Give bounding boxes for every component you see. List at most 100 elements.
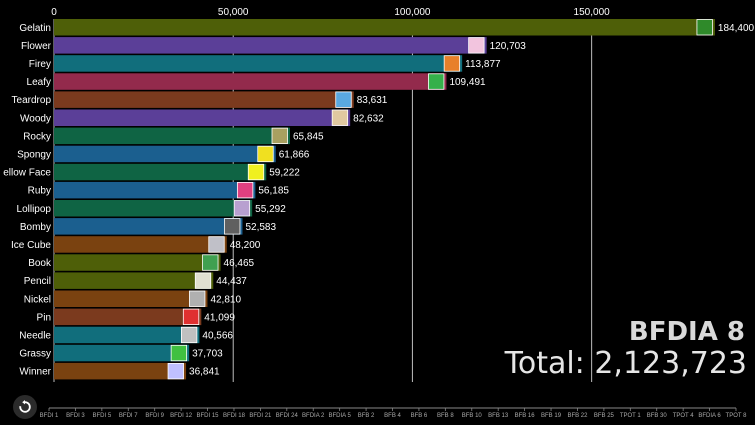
bar: [54, 37, 487, 54]
bar-row: Woody 82,632: [20, 109, 384, 126]
category-label: Firey: [29, 59, 51, 70]
timeline-label: BFDI 3: [66, 413, 85, 419]
category-label: Nickel: [24, 294, 51, 305]
timeline-label: BFB 2: [358, 413, 375, 419]
bar-row: Bomby 52,583: [20, 218, 276, 235]
bar: [54, 19, 715, 36]
bar-row: Nickel 42,810: [24, 290, 241, 307]
character-icon: [271, 127, 288, 145]
value-label: 120,703: [490, 41, 527, 52]
character-icon: [167, 362, 184, 380]
bar: [54, 236, 227, 253]
value-label: 59,222: [269, 168, 300, 179]
character-icon: [233, 200, 251, 217]
category-label: Winner: [19, 367, 51, 378]
value-label: 61,866: [279, 149, 310, 160]
bar: [54, 200, 253, 217]
value-label: 42,810: [210, 294, 241, 305]
bars: Gelatin 184,400 Flower 120,703 Firey 113,877 L…: [3, 19, 755, 380]
category-label: Rocky: [23, 131, 51, 142]
bar: [54, 145, 276, 163]
character-icon: [202, 254, 219, 271]
x-tick-label: 0: [51, 7, 57, 18]
x-tick-label: 100,000: [394, 7, 431, 18]
timeline-label: BFDI 18: [223, 413, 246, 419]
timeline-label: TPOT 8: [726, 413, 748, 419]
bar: [54, 308, 202, 326]
timeline-label: BFB 6: [411, 413, 428, 419]
category-label: Spongy: [17, 149, 51, 160]
category-label: Flower: [21, 41, 52, 52]
bar-row: Needle 40,566: [19, 326, 233, 344]
bar: [54, 362, 187, 380]
timeline-label: BFDI 21: [249, 413, 272, 419]
timeline-label: BFDIA 2: [302, 413, 325, 419]
character-icon: [468, 37, 485, 54]
value-label: 55,292: [255, 204, 286, 215]
bar-row: Flower 120,703: [21, 37, 526, 54]
bar-row: Pin 41,099: [37, 308, 235, 326]
category-label: Ruby: [28, 186, 51, 197]
category-label: Lollipop: [17, 204, 52, 215]
timeline-label: BFB 30: [647, 413, 668, 419]
bar: [54, 127, 291, 145]
x-tick-label: 150,000: [574, 7, 611, 18]
value-label: 52,583: [245, 222, 276, 233]
timeline-label: BFDI 9: [145, 413, 164, 419]
value-label: 56,185: [258, 186, 289, 197]
bar: [54, 254, 221, 271]
bar-row: Teardrop 83,631: [12, 91, 388, 108]
bar: [54, 326, 200, 344]
timeline-label: BFB 25: [594, 413, 615, 419]
x-axis-ticks: 0 50,000 100,000 150,000: [51, 7, 610, 18]
category-label: Grassy: [19, 349, 51, 360]
timeline-label: BFB 13: [488, 413, 509, 419]
bar-row: ellow Face 59,222: [3, 163, 300, 181]
category-label: Pencil: [24, 276, 51, 287]
bar-row: Book 46,465: [28, 254, 255, 271]
character-icon: [335, 91, 352, 108]
timeline-label: TPOT 1: [620, 413, 642, 419]
timeline-label: BFDI 24: [276, 413, 299, 419]
character-icon: [331, 109, 349, 126]
category-label: Book: [28, 258, 52, 269]
bar-row: Rocky 65,845: [23, 127, 324, 145]
stage-label: BFDIA 8: [628, 317, 745, 347]
category-label: Needle: [19, 330, 51, 341]
value-label: 40,566: [202, 330, 233, 341]
timeline-label: BFB 16: [515, 413, 536, 419]
timeline-axis: BFDI 1 BFDI 3 BFDI 5 BFDI 7 BFDI 9 BFDI 12 BFD…: [40, 407, 748, 419]
character-icon: [257, 145, 274, 163]
timeline-label: BFDI 1: [40, 413, 59, 419]
timeline-label: BFB 22: [567, 413, 588, 419]
timeline-label: BFB 19: [541, 413, 562, 419]
timeline-label: BFB 4: [384, 413, 401, 419]
timeline-label: BFDIA 6: [698, 413, 721, 419]
timeline-label: BFDI 7: [119, 413, 138, 419]
bar: [54, 218, 243, 235]
timeline-label: BFB 10: [462, 413, 483, 419]
bar-row: Firey 113,877: [29, 55, 501, 72]
bar-row: Pencil 44,437: [24, 272, 247, 289]
total-label: Total: 2,123,723: [504, 346, 747, 381]
bar: [54, 181, 256, 199]
category-label: Pin: [37, 312, 51, 323]
category-label: ellow Face: [3, 168, 51, 179]
character-icon: [236, 181, 254, 199]
value-label: 113,877: [465, 59, 501, 70]
value-label: 41,099: [204, 312, 235, 323]
character-icon: [194, 272, 212, 289]
character-icon: [443, 55, 461, 72]
value-label: 36,841: [189, 367, 220, 378]
bar: [54, 344, 190, 362]
category-label: Teardrop: [12, 95, 52, 106]
bar-row: Ruby 56,185: [28, 181, 289, 199]
replay-button[interactable]: [13, 395, 37, 419]
bar: [54, 55, 463, 72]
value-label: 184,400: [718, 23, 755, 34]
character-icon: [247, 163, 265, 181]
timeline-label: BFDI 15: [197, 413, 220, 419]
timeline-label: BFDIA 5: [328, 413, 351, 419]
timeline-label: TPOT 4: [673, 413, 695, 419]
